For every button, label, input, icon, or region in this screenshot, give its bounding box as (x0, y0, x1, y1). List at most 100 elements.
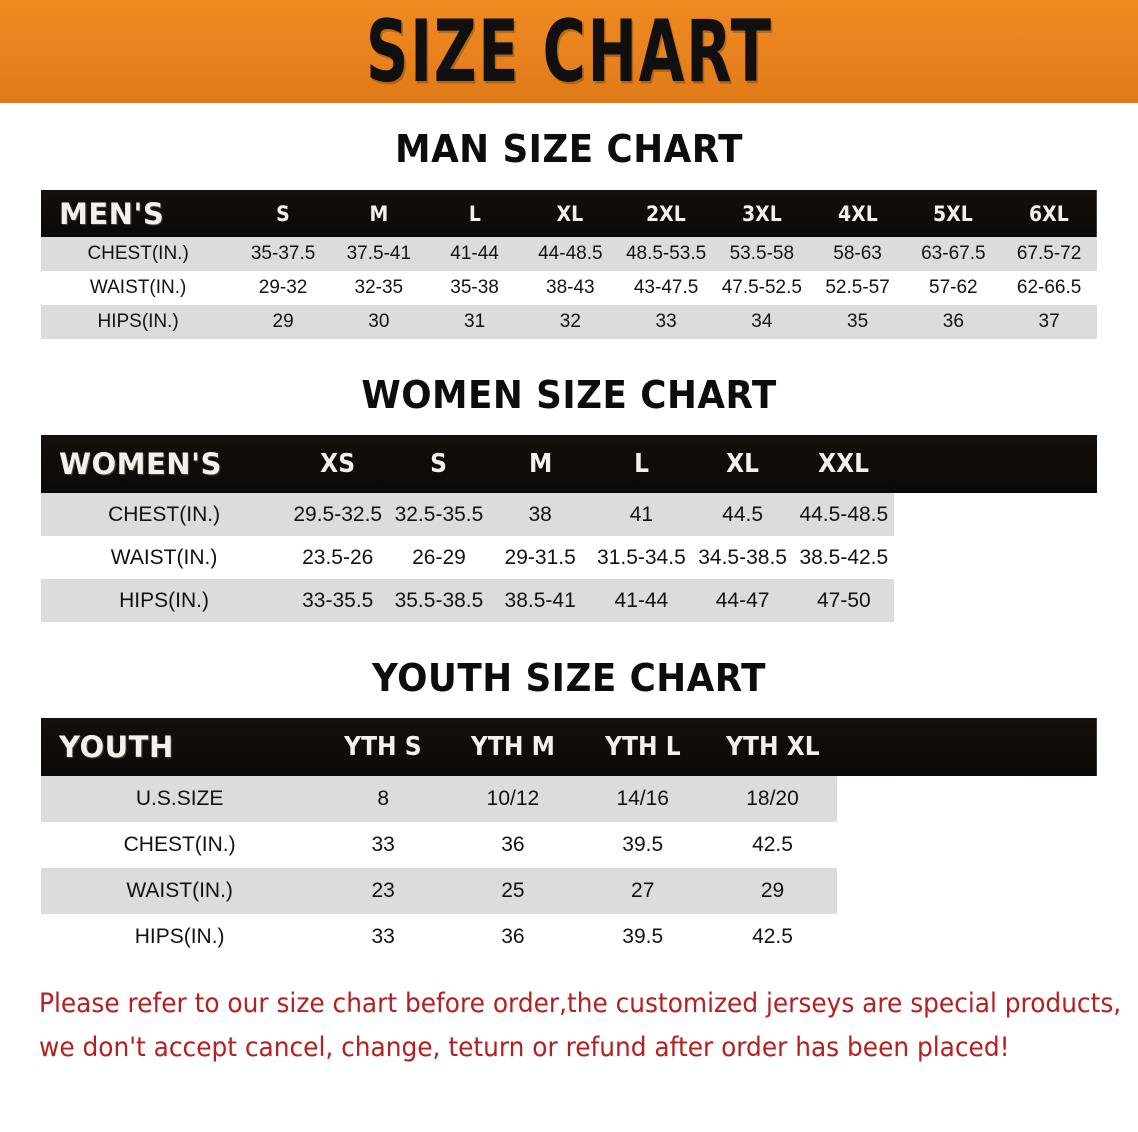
men-cell: 52.5-57 (809, 271, 906, 305)
men-row-label: CHEST(IN.) (41, 237, 236, 271)
men-cell: 48.5-53.5 (618, 237, 714, 271)
women-cell: 38.5-42.5 (793, 536, 895, 579)
women-column-header-empty (1001, 435, 1092, 493)
men-row-label: HIPS(IN.) (41, 305, 236, 339)
men-cell: 47.5-52.5 (713, 271, 810, 305)
youth-column-header: YTH S (344, 732, 422, 762)
men-cell: 35 (809, 305, 906, 339)
youth-cell: 42.5 (707, 914, 838, 960)
men-column-header: 2XL (646, 201, 686, 226)
women-cell: 41-44 (590, 579, 692, 622)
man-header-row: MEN'S S M L XL 2XL 3XL 4XL 5XL 6XL (41, 190, 1097, 237)
youth-cell-empty (967, 776, 1097, 822)
women-cell: 38 (489, 493, 591, 536)
youth-table-row: CHEST(IN.) 33 36 39.5 42.5 (41, 822, 1097, 868)
women-header-row: WOMEN'S XS S M L XL XXL (41, 435, 1097, 493)
men-cell: 53.5-58 (713, 237, 810, 271)
women-cell: 29.5-32.5 (287, 493, 389, 536)
youth-table-row: HIPS(IN.) 33 36 39.5 42.5 (41, 914, 1097, 960)
youth-cell: 18/20 (707, 776, 838, 822)
women-cell: 44.5-48.5 (793, 493, 895, 536)
men-cell: 32 (522, 305, 619, 339)
women-column-header-empty (899, 435, 990, 493)
page-banner: SIZE CHART (0, 0, 1138, 103)
men-table-row: CHEST(IN.) 35-37.5 37.5-41 41-44 44-48.5 48.5… (41, 237, 1097, 271)
youth-cell: 42.5 (707, 822, 838, 868)
men-cell: 31 (426, 305, 523, 339)
women-cell: 29-31.5 (489, 536, 591, 579)
man-size-table-wrapper: MEN'S S M L XL 2XL 3XL 4XL 5XL 6XL CHEST(IN.) 35-3… (41, 190, 1097, 339)
youth-cell: 36 (448, 914, 578, 960)
youth-cell: 36 (448, 822, 578, 868)
men-cell: 33 (618, 305, 714, 339)
youth-cell: 23 (318, 868, 449, 914)
women-size-table: WOMEN'S XS S M L XL XXL CHEST(IN.) 29.5-32.5 32.… (41, 435, 1097, 622)
men-cell: 37.5-41 (330, 237, 427, 271)
women-column-header: XL (726, 449, 760, 479)
men-cell: 58-63 (809, 237, 906, 271)
women-cell-empty (894, 493, 996, 536)
women-cell: 47-50 (793, 579, 895, 622)
women-cell: 23.5-26 (287, 536, 389, 579)
women-cell: 34.5-38.5 (692, 536, 794, 579)
men-cell: 43-47.5 (618, 271, 714, 305)
youth-cell-empty (837, 914, 968, 960)
youth-row-label: CHEST(IN.) (41, 822, 319, 868)
women-column-header: M (528, 449, 552, 479)
youth-table-body: U.S.SIZE 8 10/12 14/16 18/20 CHEST(IN.) 33 36 39… (41, 776, 1097, 960)
order-policy-note-line-1: Please refer to our size chart before or… (39, 988, 1122, 1019)
men-cell: 34 (713, 305, 810, 339)
man-size-table: MEN'S S M L XL 2XL 3XL 4XL 5XL 6XL CHEST(IN.) 35-3… (41, 190, 1097, 339)
youth-cell: 29 (707, 868, 838, 914)
women-section-title: WOMEN SIZE CHART (361, 373, 777, 417)
women-cell-empty (894, 536, 996, 579)
youth-row-label: U.S.SIZE (41, 776, 319, 822)
youth-cell: 39.5 (577, 914, 708, 960)
women-table-head: WOMEN'S XS S M L XL XXL (41, 435, 1097, 493)
women-cell: 33-35.5 (287, 579, 389, 622)
women-row-label: HIPS(IN.) (41, 579, 288, 622)
youth-corner-label: YOUTH (59, 730, 174, 764)
youth-column-header: YTH M (470, 732, 555, 762)
men-cell: 29-32 (235, 271, 331, 305)
order-policy-note: Please refer to our size chart before or… (39, 982, 1122, 1070)
youth-size-table: YOUTH YTH S YTH M YTH L YTH XL U.S.SIZE 8 10/1… (41, 718, 1097, 960)
youth-cell-empty (837, 868, 968, 914)
women-cell: 44.5 (692, 493, 794, 536)
women-cell-empty (995, 493, 1097, 536)
youth-cell: 25 (448, 868, 578, 914)
women-table-row: WAIST(IN.) 23.5-26 26-29 29-31.5 31.5-34.5 34… (41, 536, 1097, 579)
youth-cell: 8 (318, 776, 449, 822)
youth-header-row: YOUTH YTH S YTH M YTH L YTH XL (41, 718, 1097, 776)
youth-cell: 39.5 (577, 822, 708, 868)
youth-cell: 33 (318, 914, 449, 960)
youth-cell-empty (967, 914, 1097, 960)
men-cell: 57-62 (905, 271, 1002, 305)
men-cell: 67.5-72 (1001, 237, 1097, 271)
youth-size-table-wrapper: YOUTH YTH S YTH M YTH L YTH XL U.S.SIZE 8 10/1… (41, 718, 1097, 960)
men-cell: 38-43 (522, 271, 619, 305)
women-size-table-wrapper: WOMEN'S XS S M L XL XXL CHEST(IN.) 29.5-32.5 32.… (41, 435, 1097, 622)
youth-column-header-empty (844, 718, 961, 776)
women-row-label: CHEST(IN.) (41, 493, 288, 536)
youth-table-row: WAIST(IN.) 23 25 27 29 (41, 868, 1097, 914)
men-cell: 35-37.5 (235, 237, 331, 271)
men-cell: 37 (1001, 305, 1097, 339)
women-cell: 38.5-41 (489, 579, 591, 622)
women-table-row: HIPS(IN.) 33-35.5 35.5-38.5 38.5-41 41-44 44-… (41, 579, 1097, 622)
men-corner-label: MEN'S (59, 196, 165, 231)
women-column-header: XXL (818, 449, 870, 479)
youth-section-title: YOUTH SIZE CHART (372, 656, 766, 700)
youth-cell-empty (967, 822, 1097, 868)
men-column-header: S (276, 201, 290, 226)
youth-table-row: U.S.SIZE 8 10/12 14/16 18/20 (41, 776, 1097, 822)
men-column-header: XL (557, 201, 584, 226)
page-title: SIZE CHART (365, 1, 773, 102)
women-cell: 44-47 (692, 579, 794, 622)
men-column-header: 3XL (741, 201, 782, 226)
youth-column-header-empty (974, 718, 1091, 776)
men-cell: 35-38 (426, 271, 523, 305)
men-cell: 63-67.5 (905, 237, 1002, 271)
youth-row-label: WAIST(IN.) (41, 868, 319, 914)
